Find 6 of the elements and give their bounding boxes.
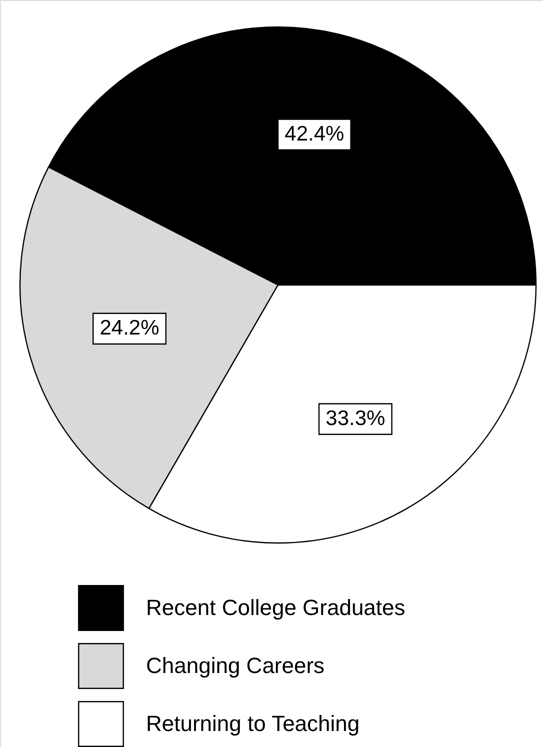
legend-label: Returning to Teaching [146, 711, 360, 736]
legend-label: Recent College Graduates [146, 595, 406, 620]
data-label: 24.2% [100, 316, 160, 340]
legend-label: Changing Careers [146, 653, 325, 678]
data-label: 42.4% [284, 122, 344, 146]
data-label: 33.3% [326, 407, 386, 430]
